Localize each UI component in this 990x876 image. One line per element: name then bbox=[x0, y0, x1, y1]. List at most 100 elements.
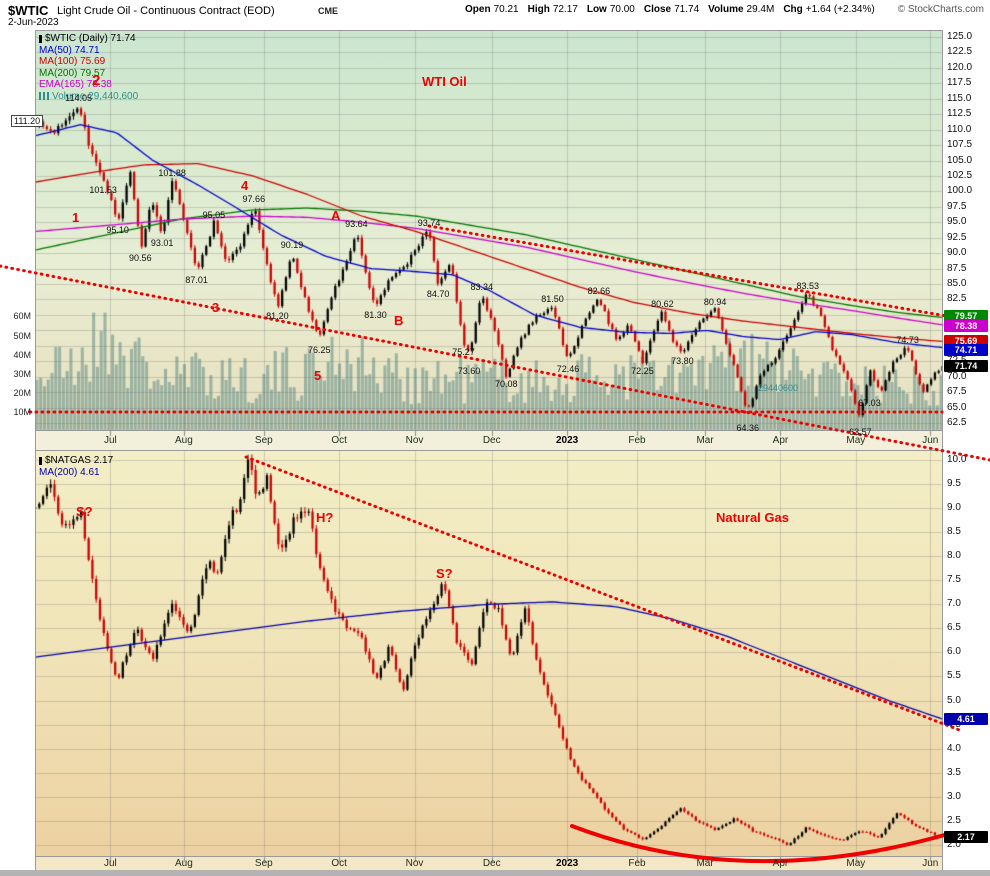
wave-annotation-label: 5 bbox=[314, 368, 322, 383]
quote-chg: Chg +1.64 (+2.34%) bbox=[783, 4, 874, 15]
pivot-price-label: 114.05 bbox=[65, 92, 93, 103]
quote-label: High bbox=[527, 4, 550, 15]
natgas-y-axis-tick: 3.5 bbox=[947, 766, 961, 778]
wti-x-axis-tick: Jul bbox=[103, 435, 117, 446]
natgas-legend-label: $NATGAS 2.17 bbox=[45, 455, 114, 466]
wave-annotation-label: A bbox=[331, 208, 341, 223]
pivot-price-label: 63.57 bbox=[849, 427, 872, 438]
wti-y-axis-tick: 110.0 bbox=[947, 123, 972, 135]
quote-value: +1.64 (+2.34%) bbox=[805, 4, 875, 15]
pivot-price-label: 95.05 bbox=[202, 209, 226, 220]
volume-axis-tick: 20M bbox=[13, 387, 31, 398]
wave-annotation-label: H? bbox=[316, 510, 334, 525]
wti-x-axis-tick: Jun bbox=[922, 435, 939, 446]
wti-current-value-flag: 74.71 bbox=[944, 343, 988, 356]
pivot-price-label: 81.20 bbox=[266, 310, 289, 321]
wti-y-axis-tick: 62.5 bbox=[947, 417, 967, 428]
pivot-price-label: 97.66 bbox=[242, 193, 266, 204]
wti-y-axis-tick: 112.5 bbox=[947, 108, 972, 120]
wti-legend-item: $WTIC (Daily) 71.74 bbox=[39, 33, 138, 45]
natgas-x-axis-tick: Sep bbox=[254, 858, 273, 869]
natgas-y-axis-tick: 6.0 bbox=[947, 646, 961, 658]
natgas-x-axis-tick: Mar bbox=[696, 858, 714, 869]
wti-x-axis-tick: Mar bbox=[696, 435, 714, 446]
natgas-y-axis-tick: 10.0 bbox=[947, 454, 967, 465]
quote-close: Close 71.74 bbox=[644, 4, 699, 15]
natgas-y-axis-tick: 2.5 bbox=[947, 814, 961, 826]
pivot-price-label: 93.74 bbox=[417, 218, 441, 229]
volume-axis-tick: 60M bbox=[13, 311, 31, 322]
natgas-x-axis-tick: 2023 bbox=[555, 858, 579, 869]
pivot-price-label: 73.60 bbox=[457, 366, 481, 377]
wti-x-axis-tick: Aug bbox=[175, 435, 193, 446]
wti-y-axis-tick: 97.5 bbox=[947, 200, 967, 212]
wti-x-axis-tick: Apr bbox=[772, 435, 789, 446]
wave-annotation-label: 3 bbox=[212, 300, 220, 315]
pivot-price-label: 80.62 bbox=[651, 299, 674, 310]
natgas-legend-label: MA(200) 4.61 bbox=[39, 466, 100, 478]
wave-annotation-label: WTI Oil bbox=[422, 74, 467, 89]
candlestick-icon bbox=[39, 34, 42, 43]
natgas-legend-item: MA(200) 4.61 bbox=[39, 467, 113, 479]
volume-axis-tick: 30M bbox=[13, 368, 31, 379]
natgas-x-axis-tick: Oct bbox=[331, 858, 347, 869]
wti-y-axis-tick: 90.0 bbox=[947, 247, 967, 259]
wti-x-axis-tick: Dec bbox=[482, 435, 501, 446]
natgas-x-axis-tick: Nov bbox=[405, 858, 424, 869]
quote-value: 70.00 bbox=[609, 4, 635, 15]
wti-y-axis-tick: 105.0 bbox=[947, 154, 973, 166]
wti-y-axis-tick: 85.0 bbox=[947, 278, 967, 290]
wti-plot-area bbox=[35, 30, 943, 431]
wti-y-axis-tick: 87.5 bbox=[947, 262, 967, 274]
pivot-price-label: 81.30 bbox=[364, 309, 387, 320]
quote-value: 71.74 bbox=[674, 4, 700, 15]
quote-value: 72.17 bbox=[552, 4, 578, 15]
copyright-link[interactable]: © StockCharts.com bbox=[897, 4, 984, 15]
pivot-price-label: 83.34 bbox=[470, 282, 493, 293]
quote-volume: Volume 29.4M bbox=[708, 4, 774, 15]
chart-title: Light Crude Oil - Continuous Contract (E… bbox=[57, 5, 275, 17]
wti-legend: $WTIC (Daily) 71.74 MA(50) 74.71 MA(100) 7… bbox=[39, 33, 138, 102]
exchange-label: CME bbox=[318, 6, 338, 16]
wti-y-axis-tick: 82.5 bbox=[947, 293, 967, 305]
volume-axis-tick: 10M bbox=[13, 406, 31, 417]
wti-legend-item: MA(200) 79.57 bbox=[39, 68, 138, 80]
wave-annotation-label: 2 bbox=[92, 72, 101, 89]
wti-legend-item: EMA(165) 78.38 bbox=[39, 79, 138, 91]
pivot-price-label: 74.73 bbox=[896, 335, 919, 346]
wti-y-axis-tick: 65.0 bbox=[947, 401, 967, 413]
wti-legend-label: $WTIC (Daily) 71.74 bbox=[45, 33, 136, 44]
natgas-x-axis-tick: Jul bbox=[103, 858, 117, 869]
natgas-legend-item: $NATGAS 2.17 bbox=[39, 455, 113, 467]
natgas-y-axis-tick: 9.0 bbox=[947, 502, 961, 514]
pivot-price-label: 90.19 bbox=[280, 239, 304, 250]
symbol-label: $WTIC bbox=[8, 3, 49, 18]
wti-x-axis-tick: 2023 bbox=[555, 435, 579, 446]
wave-annotation-label: S? bbox=[436, 566, 453, 581]
wti-x-axis-tick: May bbox=[846, 435, 866, 446]
natgas-y-axis-tick: 6.5 bbox=[947, 622, 961, 634]
pivot-price-label: 95.10 bbox=[106, 224, 129, 235]
wti-x-axis-tick: Nov bbox=[405, 435, 424, 446]
wave-annotation-label: 1 bbox=[72, 210, 80, 225]
quote-label: Volume bbox=[708, 4, 744, 15]
natgas-plot-area bbox=[35, 450, 943, 857]
pivot-price-label: 87.01 bbox=[185, 274, 208, 285]
wave-annotation-label: B bbox=[394, 313, 404, 328]
volume-axis-tick: 50M bbox=[13, 330, 31, 341]
pivot-price-label: 101.53 bbox=[89, 184, 117, 195]
wti-legend-label: MA(50) 74.71 bbox=[39, 44, 100, 56]
chart-date: 2-Jun-2023 bbox=[8, 17, 59, 28]
pivot-price-label: 76.25 bbox=[307, 345, 331, 356]
volume-axis-tick: 40M bbox=[13, 349, 31, 360]
wti-x-axis-tick: Feb bbox=[628, 435, 646, 446]
wti-current-value-flag: 75.69 bbox=[944, 334, 988, 347]
wti-left-price-flag: 111.20 bbox=[11, 115, 44, 128]
pivot-price-label: 72.46 bbox=[556, 364, 580, 375]
wti-y-axis-tick: 122.5 bbox=[947, 46, 973, 58]
natgas-x-axis-tick: May bbox=[846, 858, 866, 869]
wti-current-value-flag: 79.57 bbox=[944, 309, 988, 322]
quote-label: Close bbox=[643, 4, 672, 15]
wti-current-value-flag: 71.74 bbox=[944, 359, 988, 372]
